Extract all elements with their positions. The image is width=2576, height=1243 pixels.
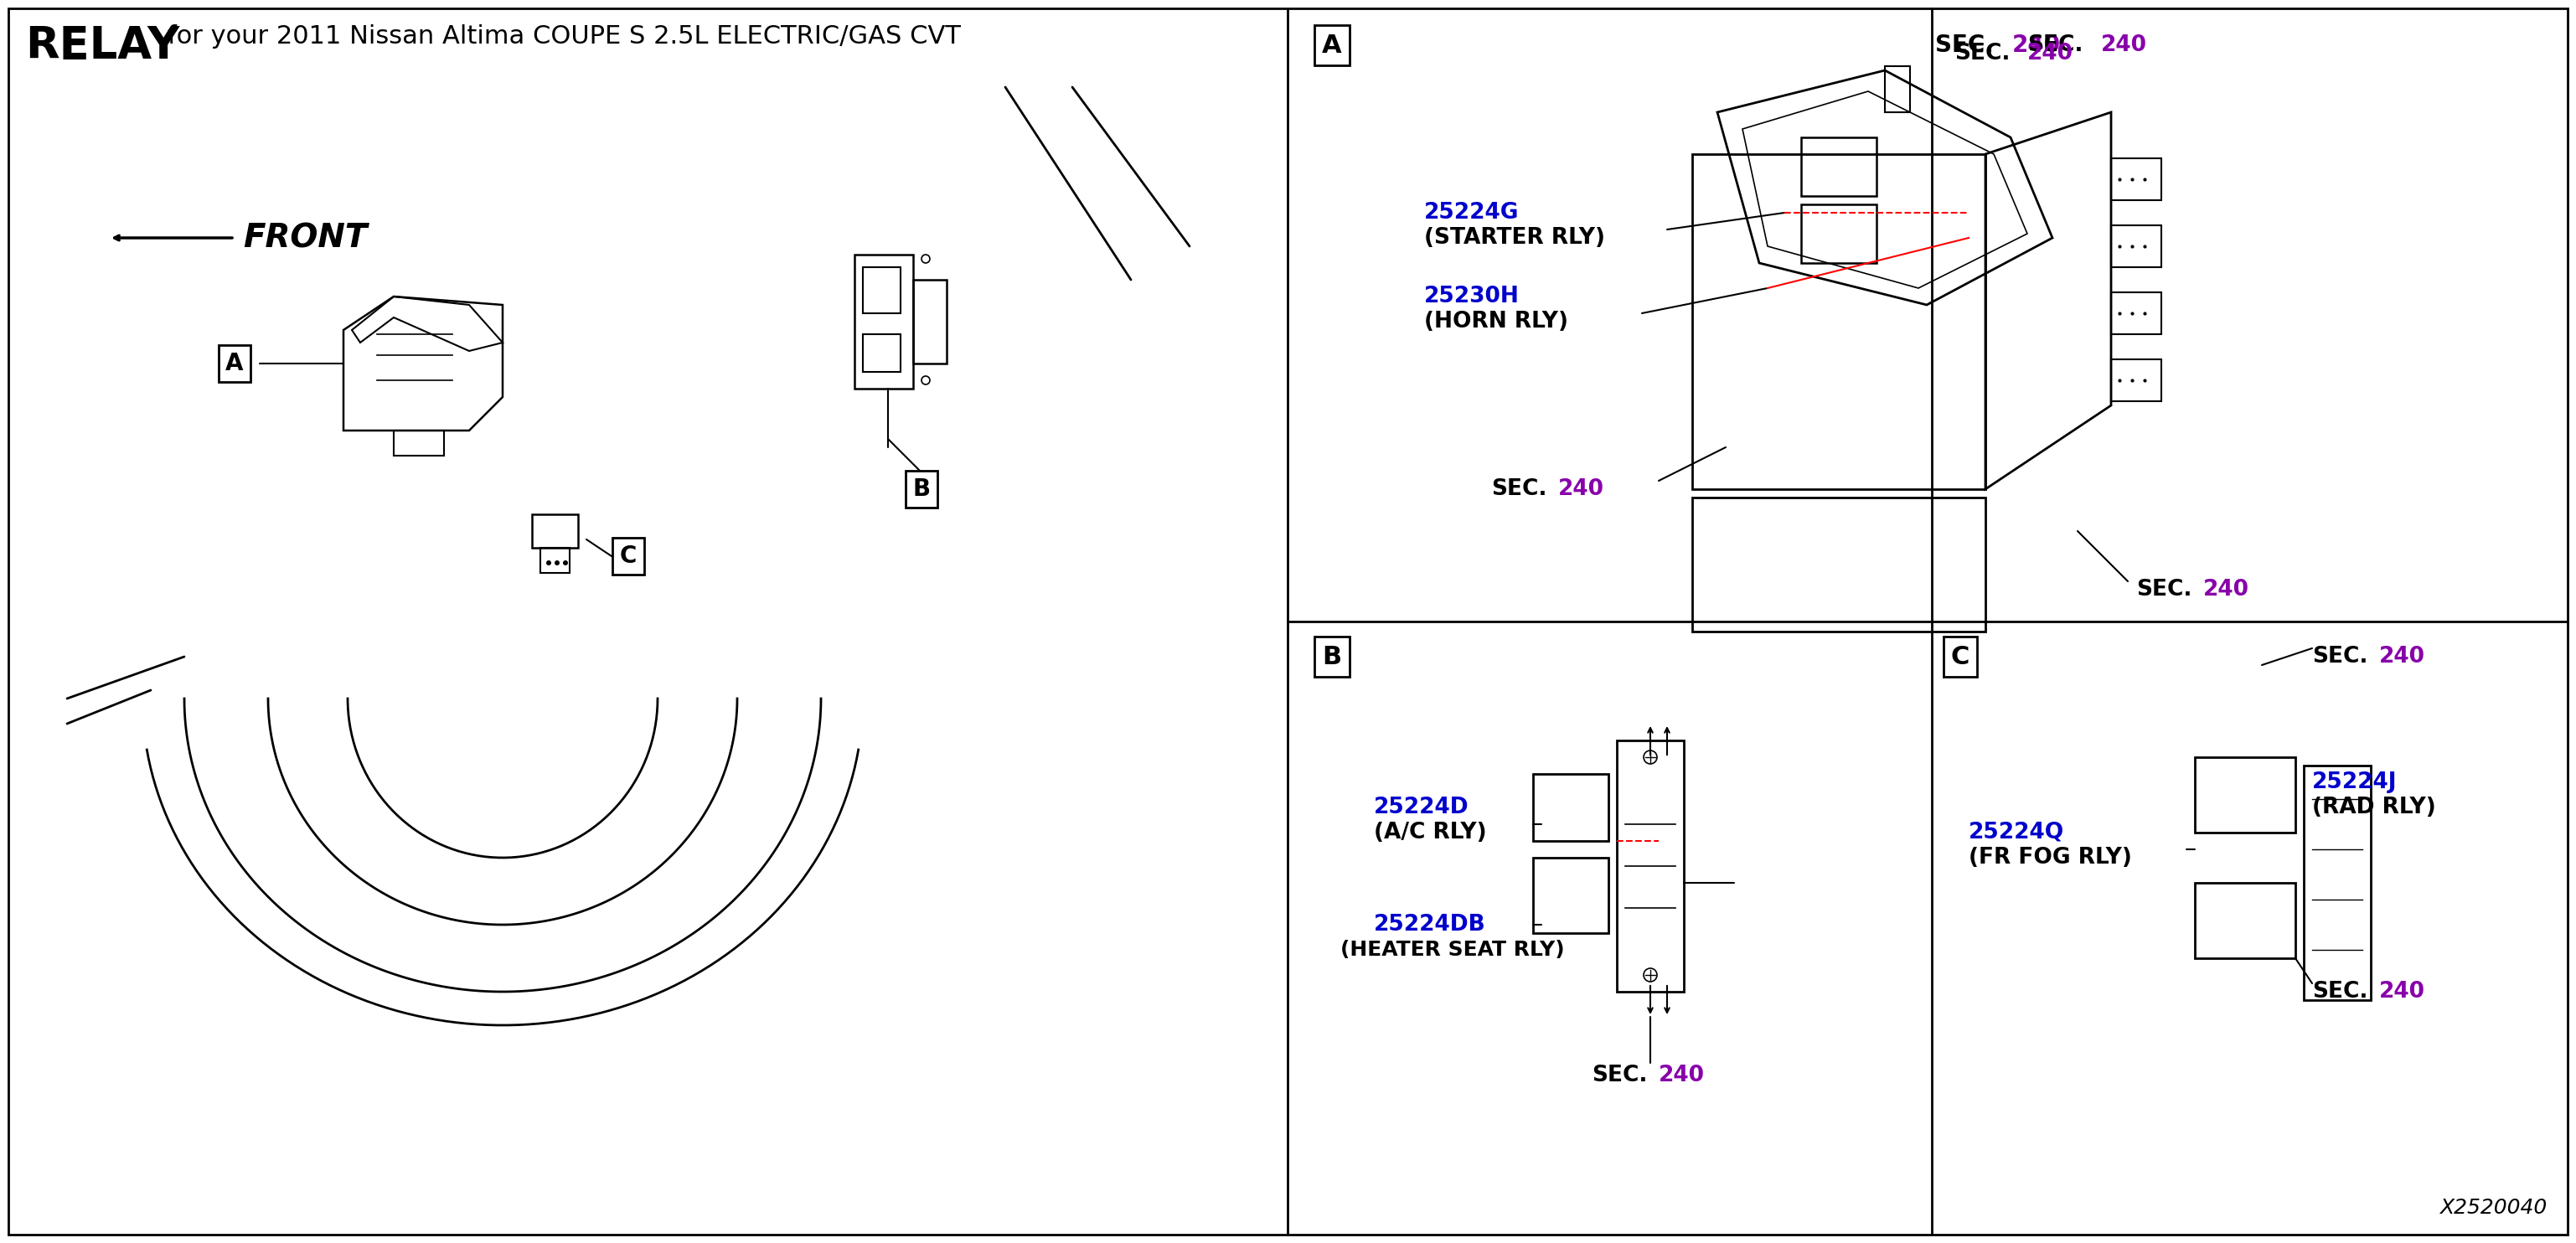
Text: 25230H: 25230H [1425,286,1520,307]
Text: C: C [621,544,636,568]
Bar [2112,158,2161,200]
Bar [912,280,945,363]
Text: 240: 240 [2102,35,2146,56]
Text: SEC.: SEC. [2313,981,2367,1003]
Text: 240: 240 [2202,579,2249,600]
Text: SEC.: SEC. [1955,42,2009,65]
Bar [1692,497,1986,631]
Text: C: C [1950,645,1971,669]
Text: 240: 240 [2027,42,2074,65]
Text: 240: 240 [2380,981,2424,1003]
Text: 25224G: 25224G [1425,201,1520,224]
Text: SEC.: SEC. [2136,579,2192,600]
Bar [1533,858,1607,933]
Bar [394,430,443,456]
Bar [855,255,912,389]
Bar [533,515,577,548]
Text: B: B [1321,645,1342,669]
Text: B: B [912,477,930,501]
Text: (HEATER SEAT RLY): (HEATER SEAT RLY) [1340,940,1564,960]
Bar [2112,292,2161,334]
Text: (FR FOG RLY): (FR FOG RLY) [1968,846,2133,869]
Text: (RAD RLY): (RAD RLY) [2313,797,2437,818]
Circle shape [564,561,567,566]
Text: 240: 240 [2012,34,2061,57]
Text: A: A [227,352,245,375]
Bar [2195,757,2295,833]
Bar [1886,66,1909,112]
Bar [541,548,569,573]
Text: A: A [1321,34,1342,57]
Text: (STARTER RLY): (STARTER RLY) [1425,227,1605,249]
Bar [863,267,902,313]
Text: 25224Q: 25224Q [1968,822,2063,844]
Text: X2520040: X2520040 [2439,1198,2548,1218]
Bar [863,334,902,372]
Text: 25224DB: 25224DB [1373,914,1486,936]
Text: 240: 240 [1659,1064,1705,1086]
Text: SEC.: SEC. [1492,479,1546,500]
Text: (HORN RLY): (HORN RLY) [1425,311,1569,333]
Bar [2112,359,2161,401]
Bar [2303,766,2370,1001]
Bar [1618,741,1685,992]
Bar [2112,225,2161,267]
Text: 25224J: 25224J [2313,772,2398,793]
Text: SEC.: SEC. [2027,35,2084,56]
Text: FRONT: FRONT [242,222,368,254]
Circle shape [554,561,559,566]
Text: RELAY: RELAY [26,25,180,68]
Text: 240: 240 [2380,646,2424,667]
Bar [1692,154,1986,490]
Bar [1533,774,1607,842]
Text: (A/C RLY): (A/C RLY) [1373,822,1486,844]
Text: 240: 240 [1558,479,1605,500]
Text: SEC.: SEC. [2313,646,2367,667]
Bar [2195,883,2295,958]
Text: 25224D: 25224D [1373,797,1468,818]
Text: for your 2011 Nissan Altima COUPE S 2.5L ELECTRIC/GAS CVT: for your 2011 Nissan Altima COUPE S 2.5L… [167,25,961,48]
Circle shape [546,561,551,566]
Text: SEC.: SEC. [1592,1064,1649,1086]
Text: SEC.: SEC. [1935,34,1994,57]
